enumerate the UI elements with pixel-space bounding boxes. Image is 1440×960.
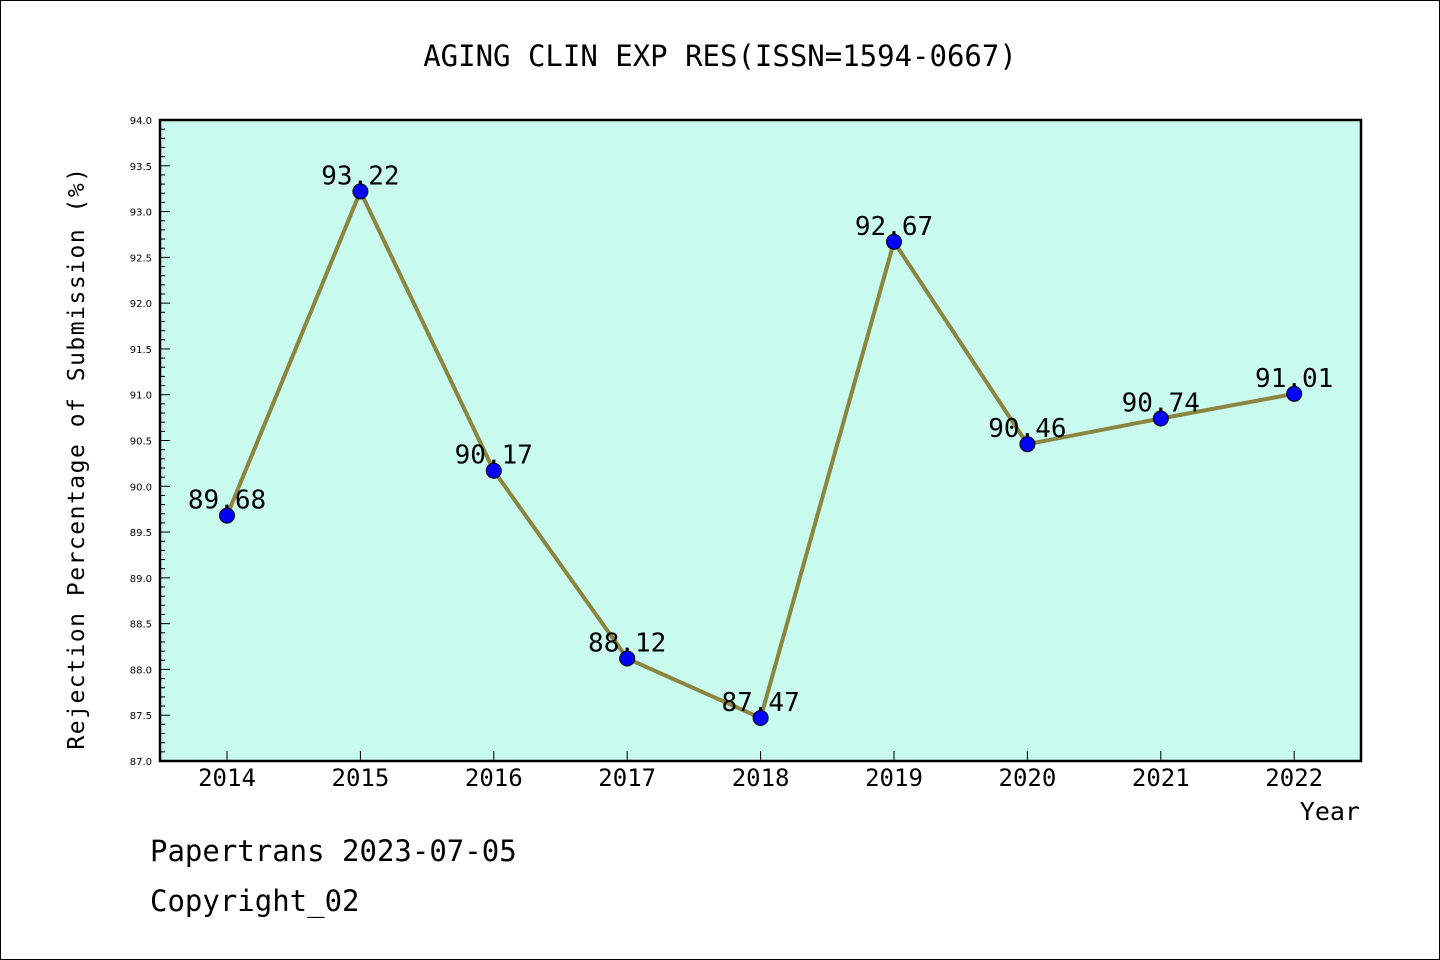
data-label: 91.01 <box>1255 364 1333 394</box>
data-point <box>1286 385 1303 402</box>
y-tick-label: 89.5 <box>130 528 152 539</box>
data-point <box>1019 436 1036 453</box>
y-axis-label: Rejection Percentage of Submission (%) <box>64 166 90 749</box>
data-label: 90.74 <box>1122 389 1200 419</box>
footer-source: Papertrans 2023-07-05 <box>150 834 517 868</box>
data-label: 89.68 <box>188 486 266 516</box>
x-axis-label: Year <box>1300 797 1360 826</box>
footer-copyright: Copyright_02 <box>150 884 360 918</box>
y-tick-label: 90.5 <box>130 437 152 448</box>
y-tick-label: 94.0 <box>130 116 152 127</box>
data-point <box>886 233 902 250</box>
data-points <box>219 183 1303 726</box>
y-tick-label: 87.5 <box>130 711 152 722</box>
x-tick-label: 2019 <box>865 764 923 792</box>
x-tick-label: 2020 <box>999 764 1057 792</box>
data-label: 88.12 <box>588 628 666 658</box>
data-labels: 89.68 93.22 90.17 88.12 87.47 92.67 90.46 90.74… <box>188 161 1333 718</box>
x-axis: 2014 2015 2016 2017 2018 2019 2020 2021 2022 <box>198 751 1323 792</box>
data-label: 90.46 <box>988 414 1066 444</box>
y-tick-label: 92.0 <box>130 299 152 310</box>
plot-area <box>158 118 1363 763</box>
data-label: 90.17 <box>455 441 533 471</box>
x-tick-label: 2015 <box>332 764 390 792</box>
y-tick-label: 87.0 <box>130 757 152 768</box>
x-tick-label: 2021 <box>1132 764 1190 792</box>
y-tick-label: 91.0 <box>130 391 152 402</box>
chart-title: AGING CLIN EXP RES(ISSN=1594-0667) <box>423 39 1017 73</box>
data-point <box>219 507 235 524</box>
data-label: 92.67 <box>855 212 933 242</box>
data-point <box>1152 410 1169 427</box>
x-tick-label: 2018 <box>732 764 790 792</box>
y-axis: 87.0 87.5 88.0 88.5 89.0 89.5 90.0 90.5 91.0 91.5… <box>130 116 170 768</box>
x-tick-label: 2016 <box>465 764 523 792</box>
x-tick-label: 2022 <box>1265 764 1323 792</box>
data-point <box>619 650 636 667</box>
y-tick-label: 93.0 <box>130 208 152 219</box>
y-tick-label: 92.5 <box>130 253 152 264</box>
y-tick-label: 93.5 <box>130 162 152 173</box>
data-label: 93.22 <box>321 161 399 191</box>
y-tick-label: 88.5 <box>130 620 152 631</box>
y-tick-label: 91.5 <box>130 345 152 356</box>
data-point <box>352 183 369 200</box>
y-tick-label: 88.0 <box>130 665 152 676</box>
data-label: 87.47 <box>721 688 799 718</box>
data-point <box>752 709 769 726</box>
x-tick-label: 2017 <box>598 764 656 792</box>
x-tick-label: 2014 <box>198 764 256 792</box>
data-point <box>485 462 502 479</box>
y-tick-label: 90.0 <box>130 482 152 493</box>
y-tick-label: 89.0 <box>130 574 152 585</box>
